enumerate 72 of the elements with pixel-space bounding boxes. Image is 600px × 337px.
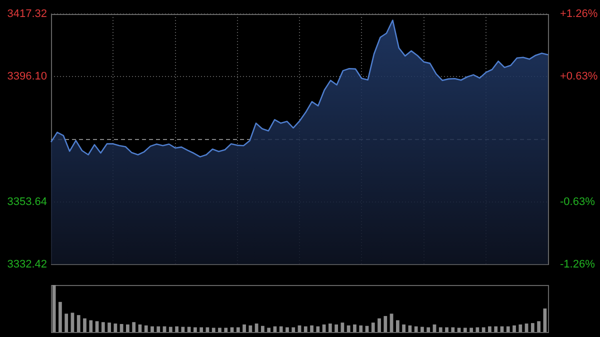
bar — [346, 325, 350, 332]
bar — [390, 314, 394, 332]
bar — [506, 326, 510, 332]
bar — [402, 324, 406, 332]
bar — [89, 320, 93, 332]
bar — [286, 327, 289, 332]
bar — [156, 326, 160, 332]
bar — [126, 324, 130, 332]
bar — [83, 318, 86, 332]
bar — [537, 321, 540, 332]
bar — [451, 327, 455, 332]
bar — [168, 326, 172, 332]
bar — [108, 322, 111, 332]
bar — [194, 327, 197, 332]
bar — [494, 326, 498, 332]
bar — [175, 326, 178, 332]
bar — [378, 318, 381, 332]
bar — [64, 314, 68, 332]
bar — [236, 327, 240, 332]
y-tick-label: 3353.64 — [7, 196, 47, 208]
bar — [218, 328, 222, 332]
y2-tick-label: -1.26% — [560, 258, 596, 270]
bar — [543, 308, 547, 332]
y-tick-label: 3417.32 — [7, 8, 47, 20]
bar — [353, 324, 356, 332]
bar — [95, 321, 99, 332]
bar — [328, 324, 332, 332]
bar — [396, 320, 400, 332]
bar — [58, 302, 62, 332]
bar — [488, 326, 492, 332]
bar — [316, 326, 320, 332]
y2-tick-label: +1.26% — [560, 8, 598, 20]
bar — [340, 322, 344, 332]
bar — [359, 325, 363, 332]
bar — [518, 324, 522, 332]
y2-tick-label: -0.63% — [560, 196, 596, 208]
bar — [101, 322, 105, 332]
bar — [114, 324, 118, 332]
bar — [70, 312, 74, 332]
bar — [150, 326, 154, 332]
bar — [224, 328, 228, 332]
bar — [445, 327, 448, 332]
y2-tick-label: +0.63% — [560, 70, 598, 83]
bar — [242, 324, 246, 332]
bar — [144, 325, 148, 332]
bar — [261, 326, 264, 332]
bar — [463, 328, 467, 332]
bar — [470, 328, 473, 332]
bar — [438, 327, 442, 332]
bar — [181, 326, 185, 332]
bar — [530, 323, 534, 332]
y-tick-label: 3332.42 — [7, 258, 47, 270]
bar — [334, 324, 338, 332]
bar — [279, 326, 283, 332]
y-tick-label: 3396.10 — [7, 70, 47, 83]
bar — [200, 327, 204, 332]
bar — [267, 328, 271, 332]
bar — [512, 325, 516, 332]
bar — [292, 327, 296, 332]
bar — [420, 326, 424, 332]
bar — [371, 322, 375, 332]
bar — [414, 326, 418, 332]
bar — [212, 328, 216, 332]
bar — [310, 325, 314, 332]
bar — [384, 316, 388, 332]
bar — [426, 327, 430, 332]
bar — [132, 322, 136, 332]
bar — [482, 327, 486, 332]
bar — [248, 325, 252, 332]
bar — [304, 326, 308, 332]
bar — [52, 285, 56, 332]
bar — [76, 315, 80, 332]
